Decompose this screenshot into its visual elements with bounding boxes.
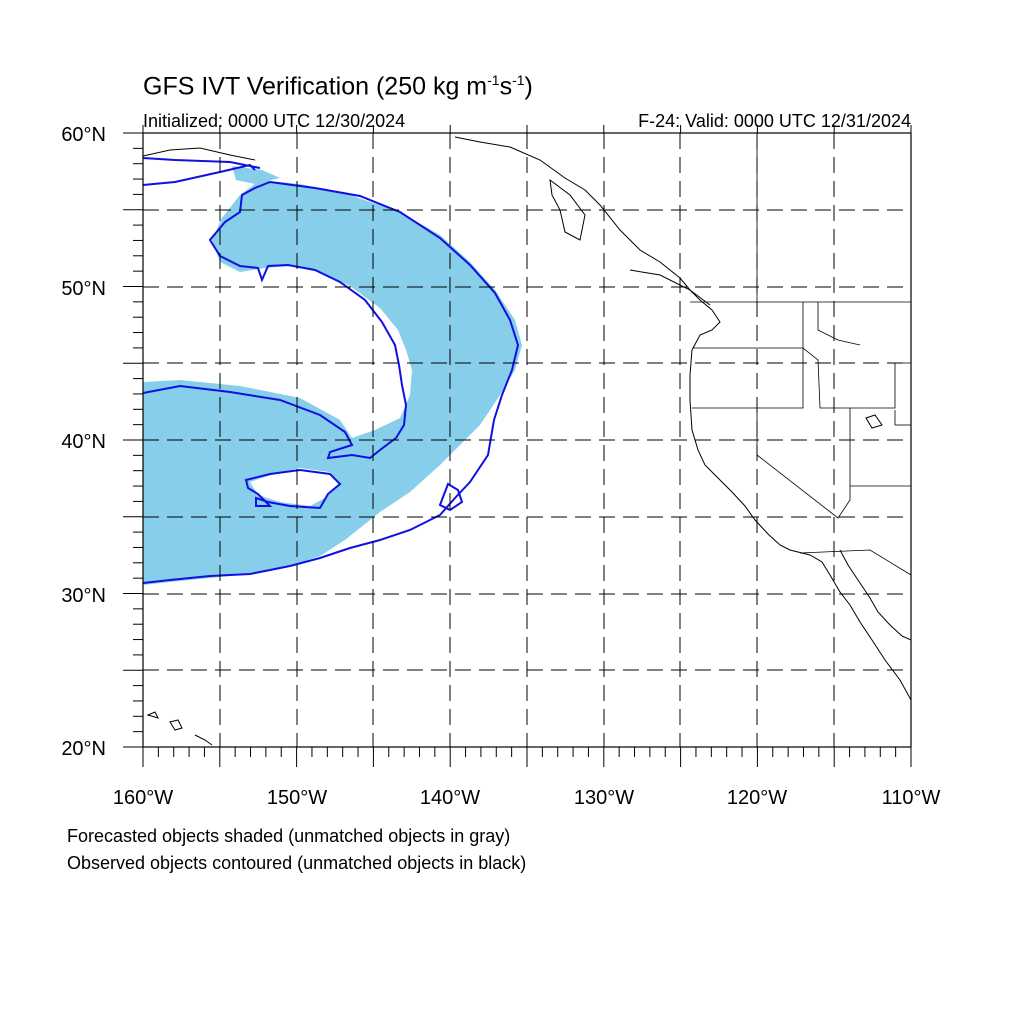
lon-label-150w: 150°W bbox=[267, 787, 327, 809]
lon-label-120w: 120°W bbox=[727, 787, 787, 809]
lat-label-40: 40°N bbox=[61, 431, 106, 453]
caption-forecast: Forecasted objects shaded (unmatched obj… bbox=[67, 826, 511, 846]
observed-object-inner-contour bbox=[244, 468, 342, 510]
lat-label-20: 20°N bbox=[61, 738, 106, 760]
axis-ticks bbox=[123, 125, 912, 767]
lon-label-160w: 160°W bbox=[113, 787, 173, 809]
coastline bbox=[143, 136, 911, 746]
initialized-time: Initialized: 0000 UTC 12/30/2024 bbox=[143, 111, 406, 131]
figure-title: GFS IVT Verification (250 kg m-1s-1) bbox=[143, 72, 533, 101]
observed-object-contour bbox=[143, 180, 520, 584]
lat-lon-grid bbox=[143, 133, 911, 747]
forecast-object-north-tip bbox=[232, 166, 280, 184]
caption-observed: Observed objects contoured (unmatched ob… bbox=[67, 853, 527, 873]
lat-label-30: 30°N bbox=[61, 585, 106, 607]
lon-label-110w: 110°W bbox=[882, 787, 941, 809]
lat-label-50: 50°N bbox=[61, 278, 106, 300]
lon-label-140w: 140°W bbox=[420, 787, 480, 809]
state-borders bbox=[690, 133, 911, 576]
lon-label-130w: 130°W bbox=[574, 787, 634, 809]
lat-label-60: 60°N bbox=[61, 124, 106, 146]
valid-time: F-24: Valid: 0000 UTC 12/31/2024 bbox=[638, 111, 911, 131]
forecast-object bbox=[143, 180, 522, 585]
observed-object-small-contour bbox=[438, 482, 464, 512]
